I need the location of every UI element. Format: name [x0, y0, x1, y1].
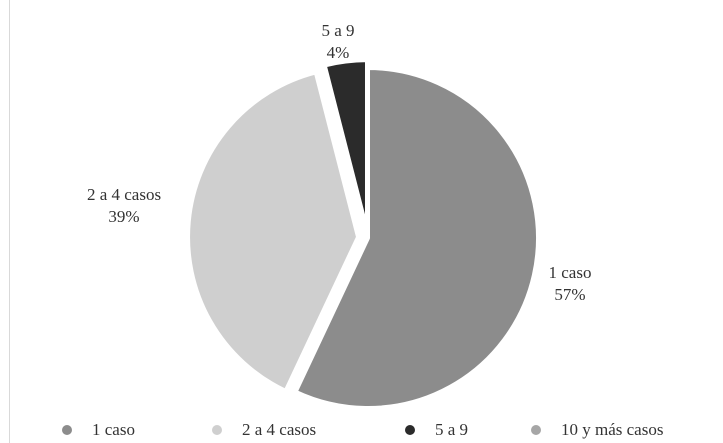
- slice-label-name-2-a-4-casos: 2 a 4 casos: [87, 185, 161, 204]
- legend-label-5-a-9: 5 a 9: [435, 420, 469, 439]
- legend-item-10-y-mas-casos: 10 y más casos: [531, 418, 663, 442]
- slice-labels: 1 caso 57% 2 a 4 casos 39% 5 a 9 4%: [87, 21, 592, 304]
- legend-item-2-a-4-casos: 2 a 4 casos: [212, 418, 316, 442]
- slice-label-name-1-caso: 1 caso: [549, 263, 592, 282]
- pie-slice-5-a-9: [322, 58, 369, 233]
- legend-item-1-caso: 1 caso: [62, 418, 135, 442]
- legend-swatch-1-caso: [62, 425, 72, 435]
- slice-label-percent-1-caso: 57%: [554, 285, 585, 304]
- legend: 1 caso 2 a 4 casos 5 a 9 10 y más casos: [0, 418, 723, 442]
- chart-frame-line: [9, 0, 10, 443]
- legend-label-10-y-mas-casos: 10 y más casos: [561, 420, 664, 439]
- pie-slice-1-caso: [293, 66, 540, 410]
- slice-label-percent-5-a-9: 4%: [327, 43, 350, 62]
- pie-slice-2-a-4-casos: [186, 70, 361, 393]
- legend-label-2-a-4-casos: 2 a 4 casos: [242, 420, 317, 439]
- slice-label-name-5-a-9: 5 a 9: [321, 21, 354, 40]
- legend-swatch-5-a-9: [405, 425, 415, 435]
- legend-item-5-a-9: 5 a 9: [405, 418, 468, 442]
- slice-label-percent-2-a-4-casos: 39%: [108, 207, 139, 226]
- pie-slices: [186, 58, 540, 410]
- legend-swatch-2-a-4-casos: [212, 425, 222, 435]
- legend-label-1-caso: 1 caso: [92, 420, 135, 439]
- legend-swatch-10-y-mas-casos: [531, 425, 541, 435]
